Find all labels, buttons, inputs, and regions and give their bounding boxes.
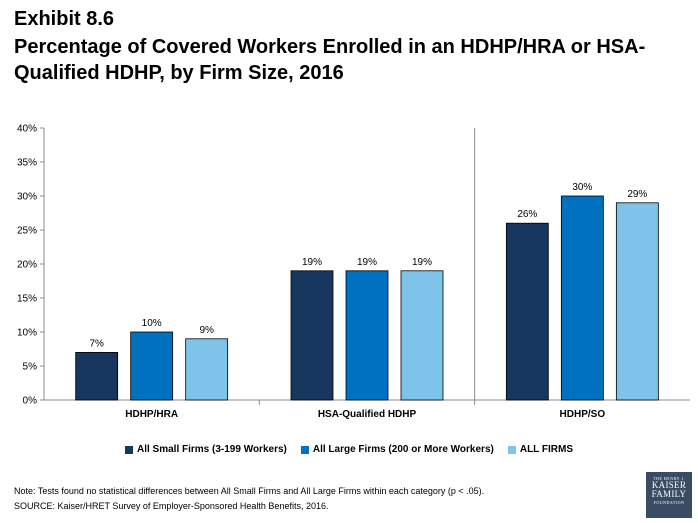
y-tick-label-35: 35% bbox=[17, 158, 37, 169]
logo-line-2: KAISER bbox=[651, 480, 687, 490]
bar-1-2 bbox=[400, 270, 444, 401]
category-label-2: HDHP/SO bbox=[560, 409, 606, 420]
legend-label-small-firms: All Small Firms (3-199 Workers) bbox=[136, 444, 287, 455]
bar-0-1 bbox=[130, 331, 174, 401]
chart-title: Percentage of Covered Workers Enrolled i… bbox=[14, 36, 646, 84]
exhibit-number: Exhibit 8.6 bbox=[14, 8, 115, 30]
legend-label-all-firms: ALL FIRMS bbox=[519, 444, 573, 455]
bar-0-0 bbox=[75, 351, 119, 401]
footnote: Note: Tests found no statistical differe… bbox=[14, 486, 485, 496]
category-label-0: HDHP/HRA bbox=[125, 409, 178, 420]
category-label-1: HSA-Qualified HDHP bbox=[318, 409, 417, 420]
data-label-0-2: 9% bbox=[199, 325, 214, 336]
data-label-1-2: 19% bbox=[412, 257, 432, 268]
bar-0-2 bbox=[185, 338, 229, 401]
bar-2-1 bbox=[560, 195, 604, 401]
data-label-2-2: 29% bbox=[627, 189, 647, 200]
logo-line-1: THE HENRY J. bbox=[653, 476, 685, 481]
logo-line-3: FAMILY bbox=[651, 489, 687, 499]
data-label-1-0: 19% bbox=[302, 257, 322, 268]
y-tick-label-30: 30% bbox=[17, 192, 37, 203]
bar-2-2 bbox=[615, 202, 659, 401]
data-label-2-1: 30% bbox=[572, 182, 592, 193]
source-note: SOURCE: Kaiser/HRET Survey of Employer-S… bbox=[14, 501, 329, 511]
y-tick-label-20: 20% bbox=[17, 260, 37, 271]
legend-label-large-firms: All Large Firms (200 or More Workers) bbox=[312, 444, 494, 455]
data-label-0-1: 10% bbox=[142, 318, 162, 329]
y-tick-label-15: 15% bbox=[17, 294, 37, 305]
legend-swatch-all-firms bbox=[507, 445, 516, 454]
y-tick-label-40: 40% bbox=[17, 124, 37, 135]
y-tick-label-0: 0% bbox=[23, 396, 38, 407]
legend: All Small Firms (3-199 Workers) All Larg… bbox=[0, 444, 698, 455]
legend-item-large-firms: All Large Firms (200 or More Workers) bbox=[300, 444, 494, 455]
y-tick-label-25: 25% bbox=[17, 226, 37, 237]
y-tick-label-5: 5% bbox=[23, 362, 38, 373]
bar-2-0 bbox=[505, 222, 549, 401]
data-label-1-1: 19% bbox=[357, 257, 377, 268]
data-label-2-0: 26% bbox=[517, 209, 537, 220]
kff-logo: THE HENRY J. KAISER FAMILY FOUNDATION bbox=[646, 472, 692, 518]
y-tick-label-10: 10% bbox=[17, 328, 37, 339]
data-label-0-0: 7% bbox=[89, 338, 104, 349]
legend-item-small-firms: All Small Firms (3-199 Workers) bbox=[124, 444, 287, 455]
legend-swatch-small-firms bbox=[124, 445, 133, 454]
bar-chart: 0% 5% 10% 15% 20% 25% 30% 35% 40% 7% 10% 9% HDHP/HRA… bbox=[17, 124, 690, 420]
logo-line-4: FOUNDATION bbox=[653, 500, 685, 505]
legend-item-all-firms: ALL FIRMS bbox=[507, 444, 573, 455]
legend-swatch-large-firms bbox=[300, 445, 309, 454]
bar-1-1 bbox=[345, 270, 389, 401]
bar-1-0 bbox=[290, 270, 334, 401]
